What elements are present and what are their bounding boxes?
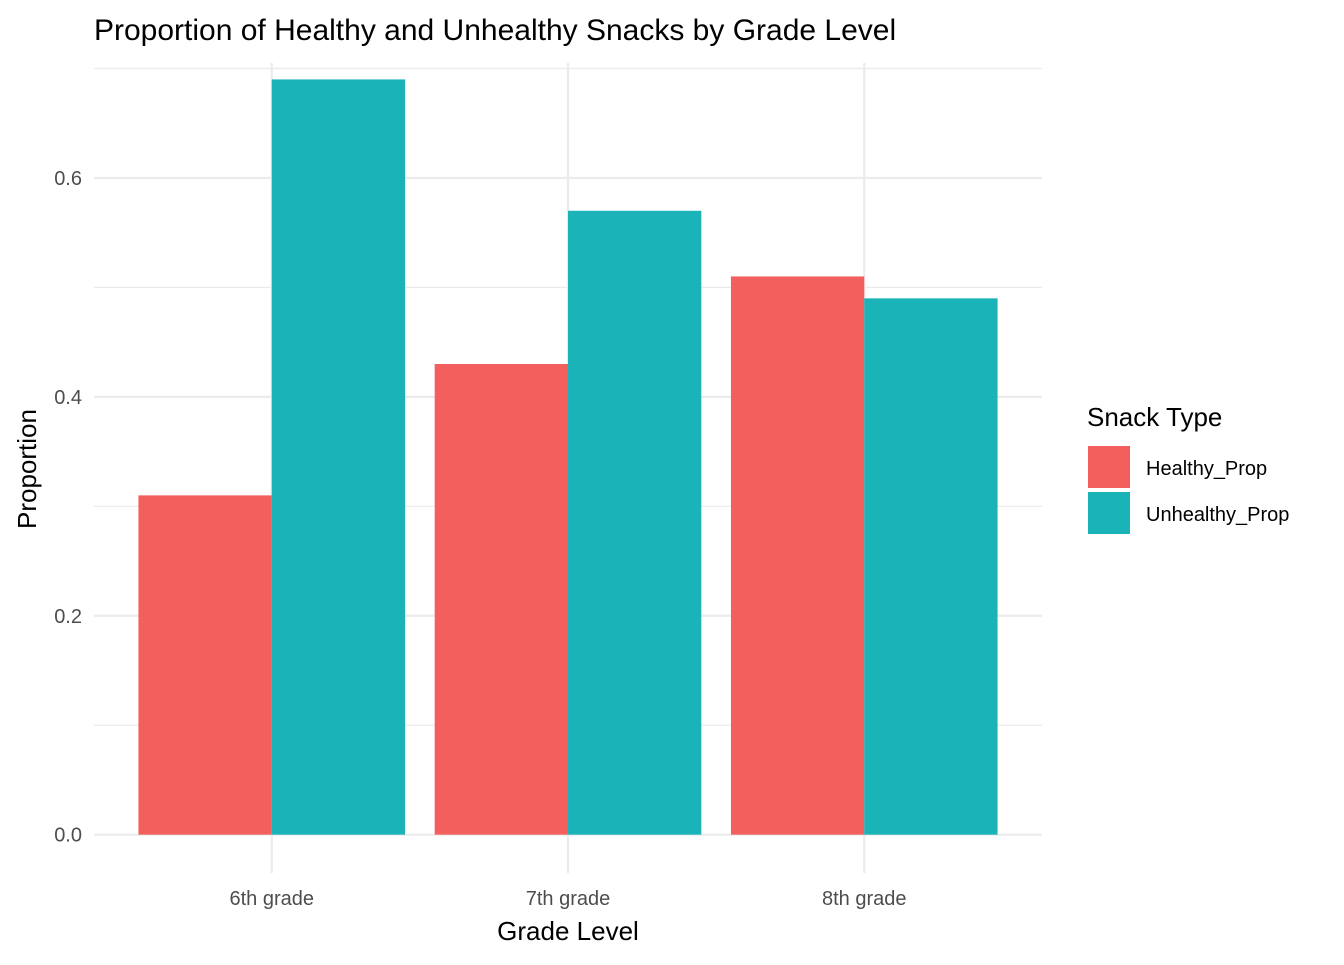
- bar-healthy-prop: [138, 495, 272, 835]
- bar-unhealthy-prop: [568, 210, 702, 835]
- legend-items: Healthy_Prop Unhealthy_Prop: [1088, 446, 1289, 534]
- legend-swatch: [1088, 446, 1130, 488]
- legend-swatch: [1088, 492, 1130, 534]
- bar-unhealthy-prop: [271, 79, 406, 835]
- bar-unhealthy-prop: [864, 298, 998, 835]
- bar-healthy-prop: [730, 276, 865, 835]
- y-tick-label: 0.2: [54, 606, 82, 628]
- chart-title: Proportion of Healthy and Unhealthy Snac…: [94, 14, 896, 47]
- y-tick-label: 0.6: [54, 168, 82, 190]
- bars-layer: [138, 79, 998, 835]
- legend-title: Snack Type: [1087, 402, 1222, 432]
- y-tick-label: 0.4: [54, 387, 82, 409]
- y-tick-label: 0.0: [54, 825, 82, 847]
- y-axis-title: Proportion: [12, 409, 42, 529]
- x-tick-label: 7th grade: [526, 888, 611, 910]
- legend: Snack Type Healthy_Prop Unhealthy_Prop: [1087, 402, 1289, 534]
- x-axis-title: Grade Level: [497, 916, 639, 946]
- bar-healthy-prop: [434, 364, 568, 835]
- x-tick-label: 8th grade: [822, 888, 907, 910]
- x-tick-label: 6th grade: [229, 888, 314, 910]
- legend-label: Unhealthy_Prop: [1146, 504, 1289, 526]
- axis-layer: 0.0 0.2 0.4 0.6 6th grade 7th grade 8th grade: [54, 168, 906, 910]
- legend-label: Healthy_Prop: [1146, 458, 1267, 480]
